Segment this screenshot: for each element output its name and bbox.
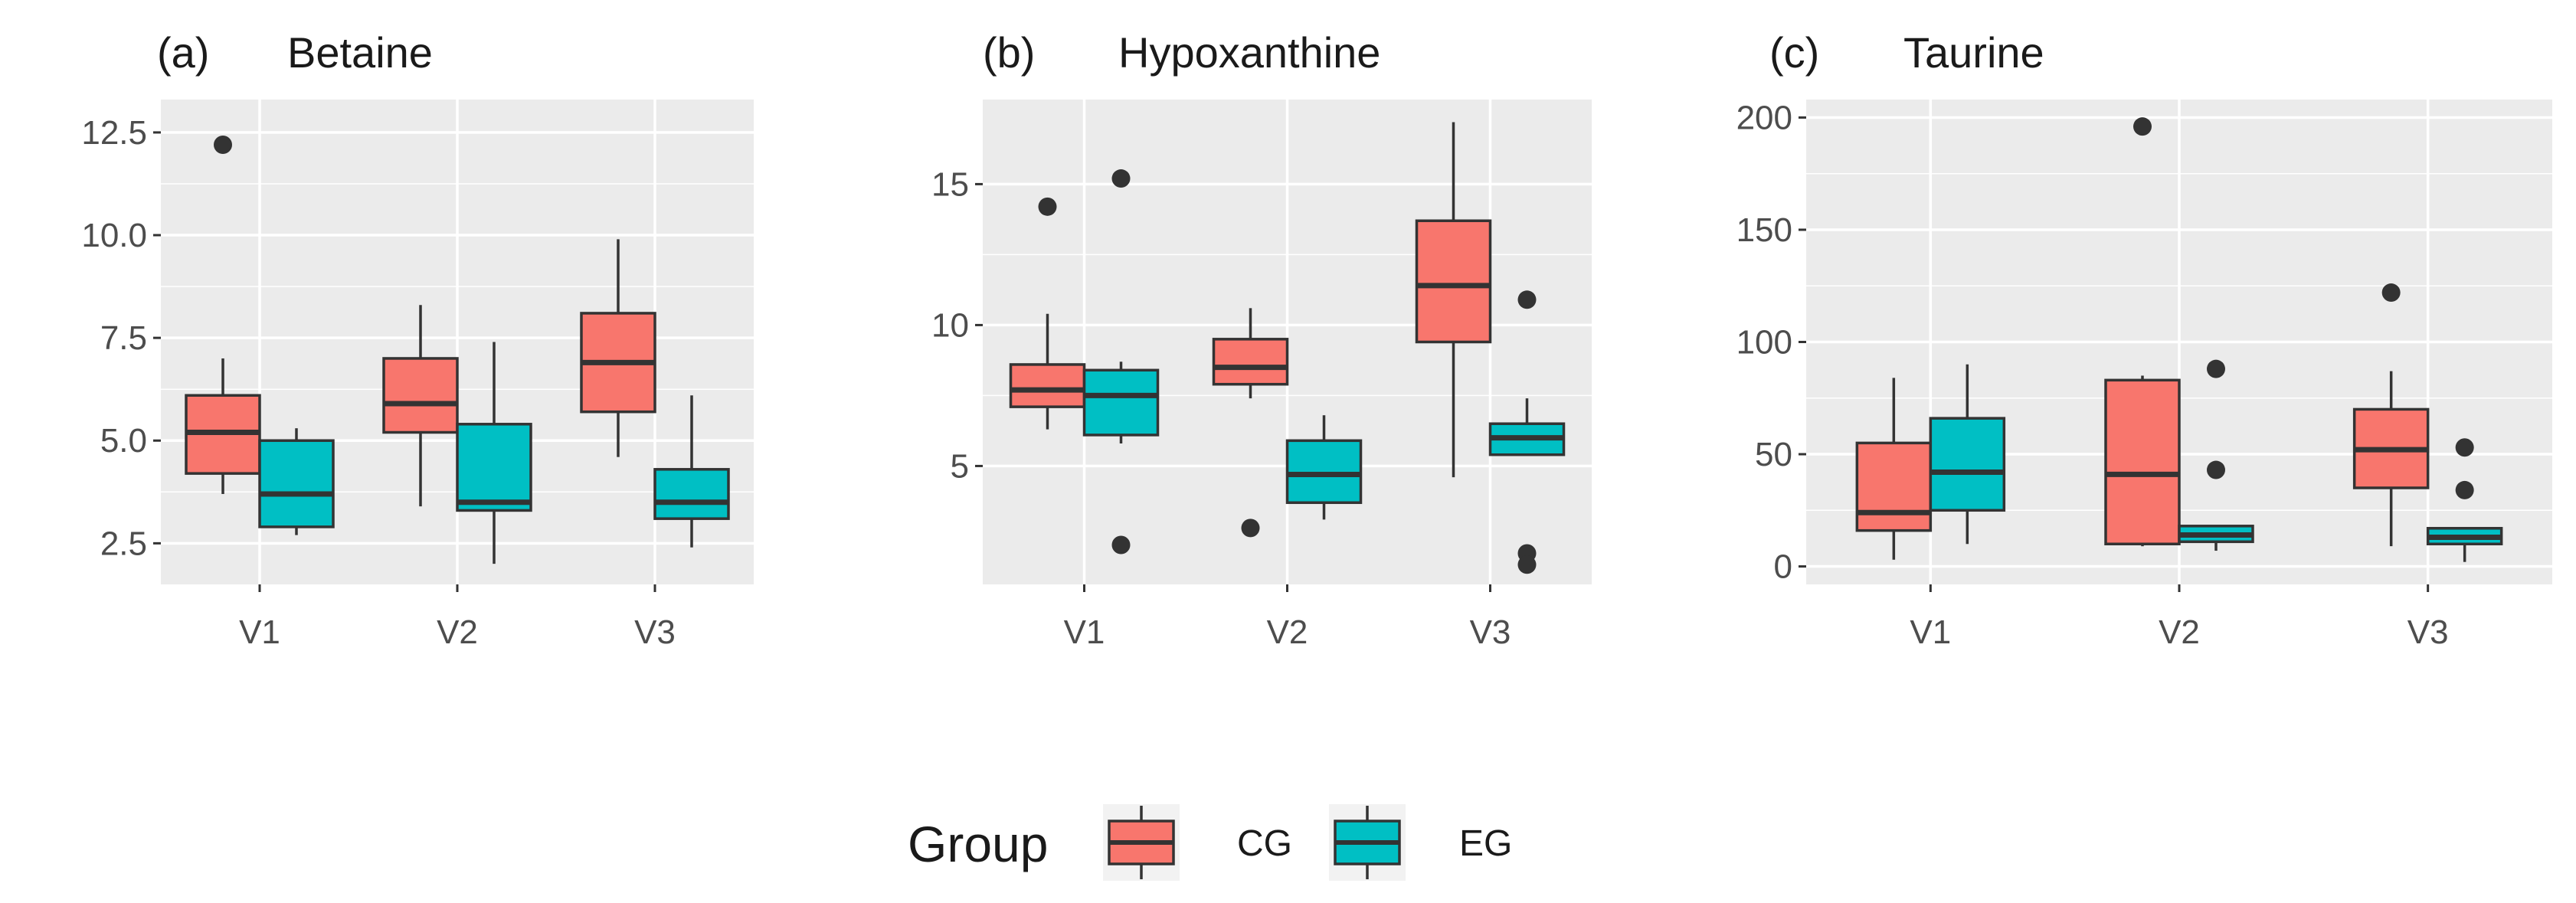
box-cg-v3 (580, 239, 656, 457)
outlier-point (1241, 519, 1260, 538)
x-tick-label: V2 (437, 613, 478, 651)
box-eg-v3 (1488, 290, 1566, 574)
panel-3-2: (b) Hypoxanthine 5 10 15 V1 V2 V3 (931, 28, 1592, 651)
box-eg-v1 (1929, 364, 2006, 545)
x-tick-label: V2 (1267, 613, 1308, 651)
panel-label: (b) (983, 28, 1035, 77)
box-iqr (1082, 368, 1160, 437)
x-tick-label: V3 (2407, 613, 2449, 651)
y-tick-label: 100 (1736, 324, 1792, 362)
legend-label-eg: EG (1459, 823, 1512, 864)
y-tick-label: 10.0 (81, 217, 147, 254)
x-tick-label: V1 (1064, 613, 1105, 651)
y-tick-label: 5 (951, 447, 969, 485)
box-iqr (1415, 219, 1492, 344)
outlier-point (2133, 117, 2152, 136)
box-iqr (1855, 441, 1933, 532)
outlier-point (1517, 290, 1537, 309)
outlier-point (2207, 359, 2225, 378)
box-cg-v3 (2352, 283, 2430, 547)
x-tick-label: V1 (239, 613, 280, 651)
legend-key-cg (1103, 804, 1180, 881)
box-cg-v1 (185, 136, 261, 494)
box-iqr (258, 439, 335, 528)
box-eg-v3 (653, 395, 730, 548)
outlier-point (1111, 535, 1131, 555)
panel-label: (c) (1769, 28, 1819, 77)
box-iqr (382, 357, 459, 434)
x-tick-label: V2 (2159, 613, 2200, 651)
panel-title: Taurine (1903, 28, 2044, 77)
y-tick-label: 12.5 (81, 114, 147, 152)
box-cg-v2 (2104, 117, 2181, 547)
outlier-point (2455, 480, 2474, 499)
box-cg-v3 (1415, 122, 1492, 478)
x-tick-label: V3 (1470, 613, 1511, 651)
panel-3-1: (a) Betaine 2.5 5.0 7.5 10.0 12.5 V1 V2 V3 (81, 28, 754, 651)
y-tick-label: 150 (1736, 211, 1792, 249)
legend: Group CG EG (908, 804, 1512, 881)
y-tick-label: 200 (1736, 99, 1792, 136)
legend-label-cg: CG (1237, 823, 1292, 864)
box-iqr (1009, 363, 1086, 408)
box-iqr (1929, 417, 2006, 512)
legend-key-eg (1329, 804, 1406, 881)
y-tick-label: 15 (931, 165, 969, 203)
box-eg-v2 (456, 342, 532, 564)
y-tick-label: 0 (1774, 548, 1792, 586)
outlier-point (214, 136, 232, 155)
outlier-point (2207, 460, 2225, 479)
box-iqr (2104, 378, 2181, 546)
y-tick-label: 7.5 (100, 319, 147, 357)
box-eg-v1 (1082, 169, 1160, 555)
outlier-point (2381, 283, 2401, 303)
y-tick-label: 2.5 (100, 525, 147, 562)
legend-title: Group (908, 816, 1048, 872)
panel-title: Betaine (287, 28, 433, 77)
outlier-point (2455, 438, 2474, 457)
box-iqr (1212, 338, 1289, 386)
box-eg-v1 (258, 428, 335, 535)
box-cg-v2 (382, 305, 459, 507)
box-eg-v3 (2426, 438, 2503, 562)
outlier-point (1038, 197, 1057, 216)
panel-label: (a) (157, 28, 209, 77)
box-iqr (653, 468, 730, 520)
y-tick-label: 5.0 (100, 422, 147, 460)
box-cg-v1 (1009, 197, 1086, 430)
y-tick-label: 50 (1755, 436, 1792, 473)
outlier-point (1517, 555, 1537, 574)
outlier-point (1111, 169, 1131, 188)
box-iqr (1285, 439, 1363, 505)
x-tick-label: V3 (634, 613, 676, 651)
box-eg-v2 (1285, 415, 1363, 520)
y-tick-label: 10 (931, 306, 969, 344)
box-cg-v2 (1212, 308, 1289, 538)
box-iqr (456, 423, 532, 512)
box-eg-v2 (2178, 359, 2254, 551)
panel-title: Hypoxanthine (1118, 28, 1380, 77)
panel-3-3: (c) Taurine 0 50 100 150 200 V1 V2 V3 (1736, 28, 2552, 651)
x-tick-label: V1 (1910, 613, 1951, 651)
